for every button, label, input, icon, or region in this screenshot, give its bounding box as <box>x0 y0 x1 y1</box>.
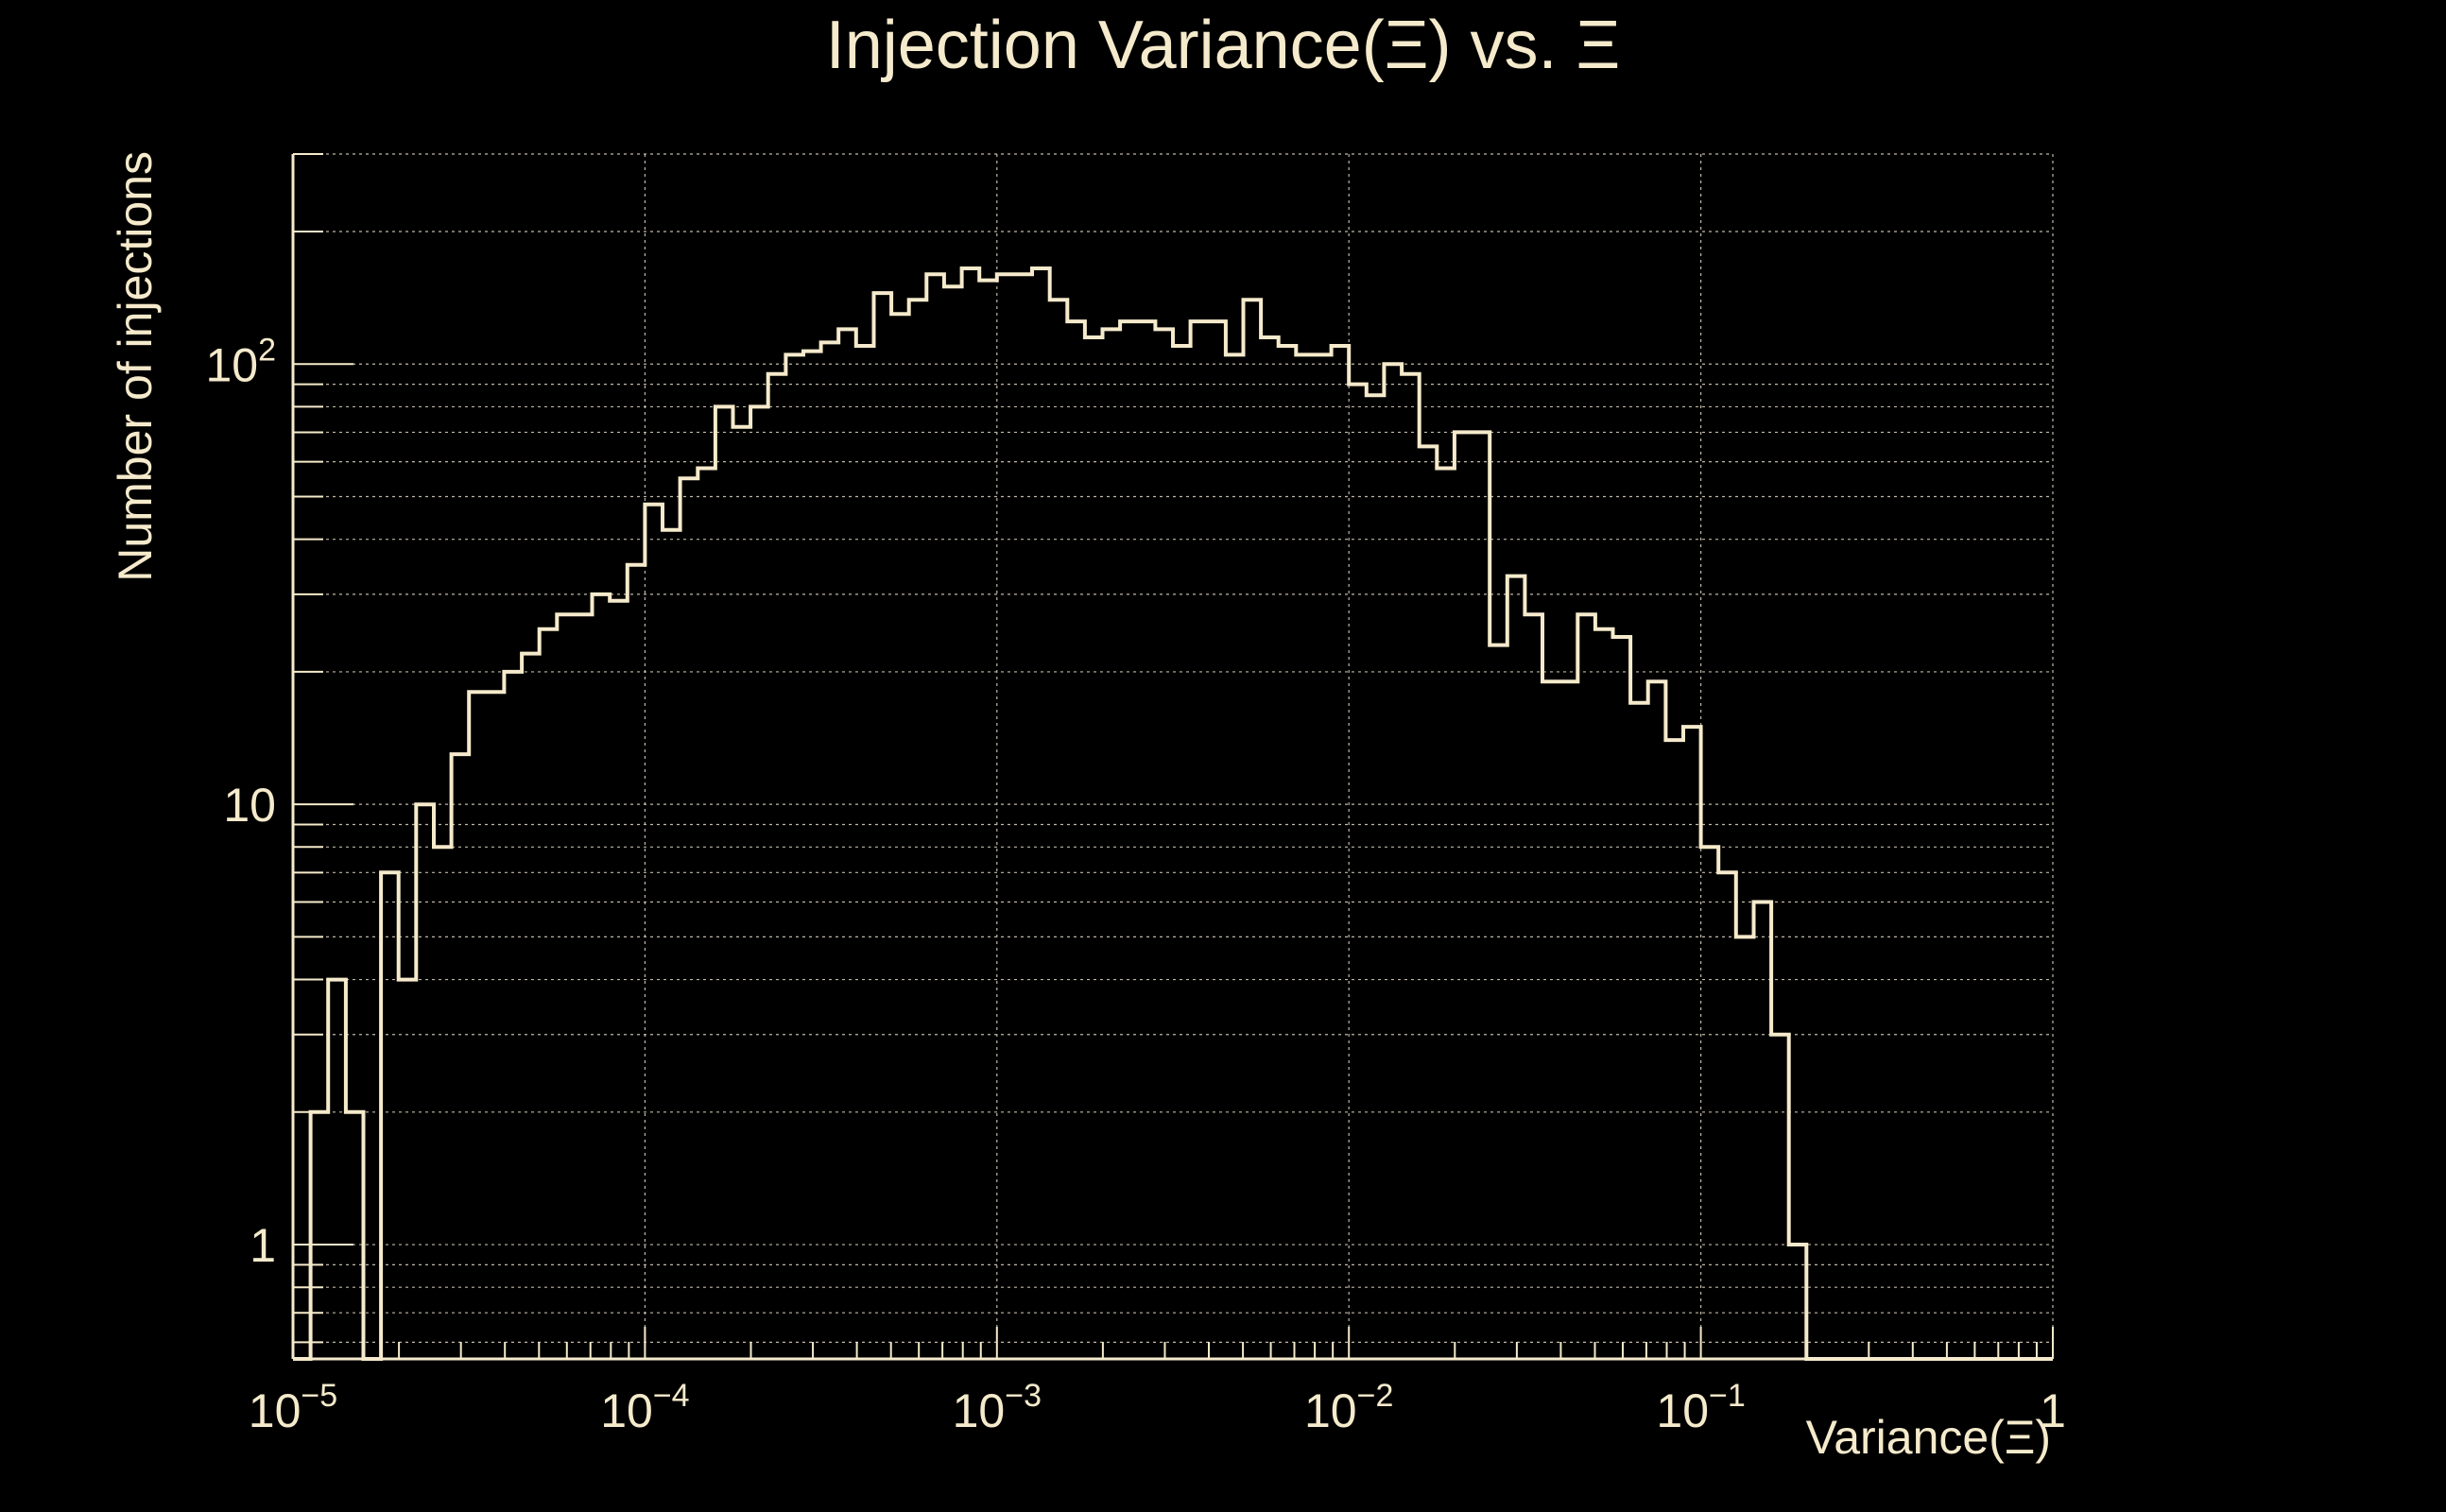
y-axis-ticks: 1 10 102 <box>205 153 353 1344</box>
axes <box>291 154 2053 1361</box>
x-tick-label: 10−2 <box>1304 1378 1393 1437</box>
y-tick-label: 102 <box>205 332 276 391</box>
histogram-line <box>293 266 2053 1361</box>
grid-lines <box>292 153 2054 1359</box>
x-tick-label: 1 <box>2040 1384 2066 1437</box>
x-axis-ticks: 10−5 10−4 10−3 10−2 10−1 1 <box>249 1327 2066 1437</box>
y-axis-label: Number of injections <box>109 151 162 582</box>
y-tick-label: 1 <box>250 1219 276 1272</box>
x-tick-label: 10−3 <box>953 1378 1042 1437</box>
chart-title: Injection Variance(Ξ) vs. Ξ <box>826 8 1621 83</box>
y-tick-label: 10 <box>223 779 276 832</box>
x-axis-label: Variance(Ξ) <box>1806 1411 2051 1464</box>
x-tick-label: 10−1 <box>1656 1378 1745 1437</box>
x-tick-label: 10−4 <box>600 1378 689 1437</box>
x-tick-label: 10−5 <box>249 1378 337 1437</box>
